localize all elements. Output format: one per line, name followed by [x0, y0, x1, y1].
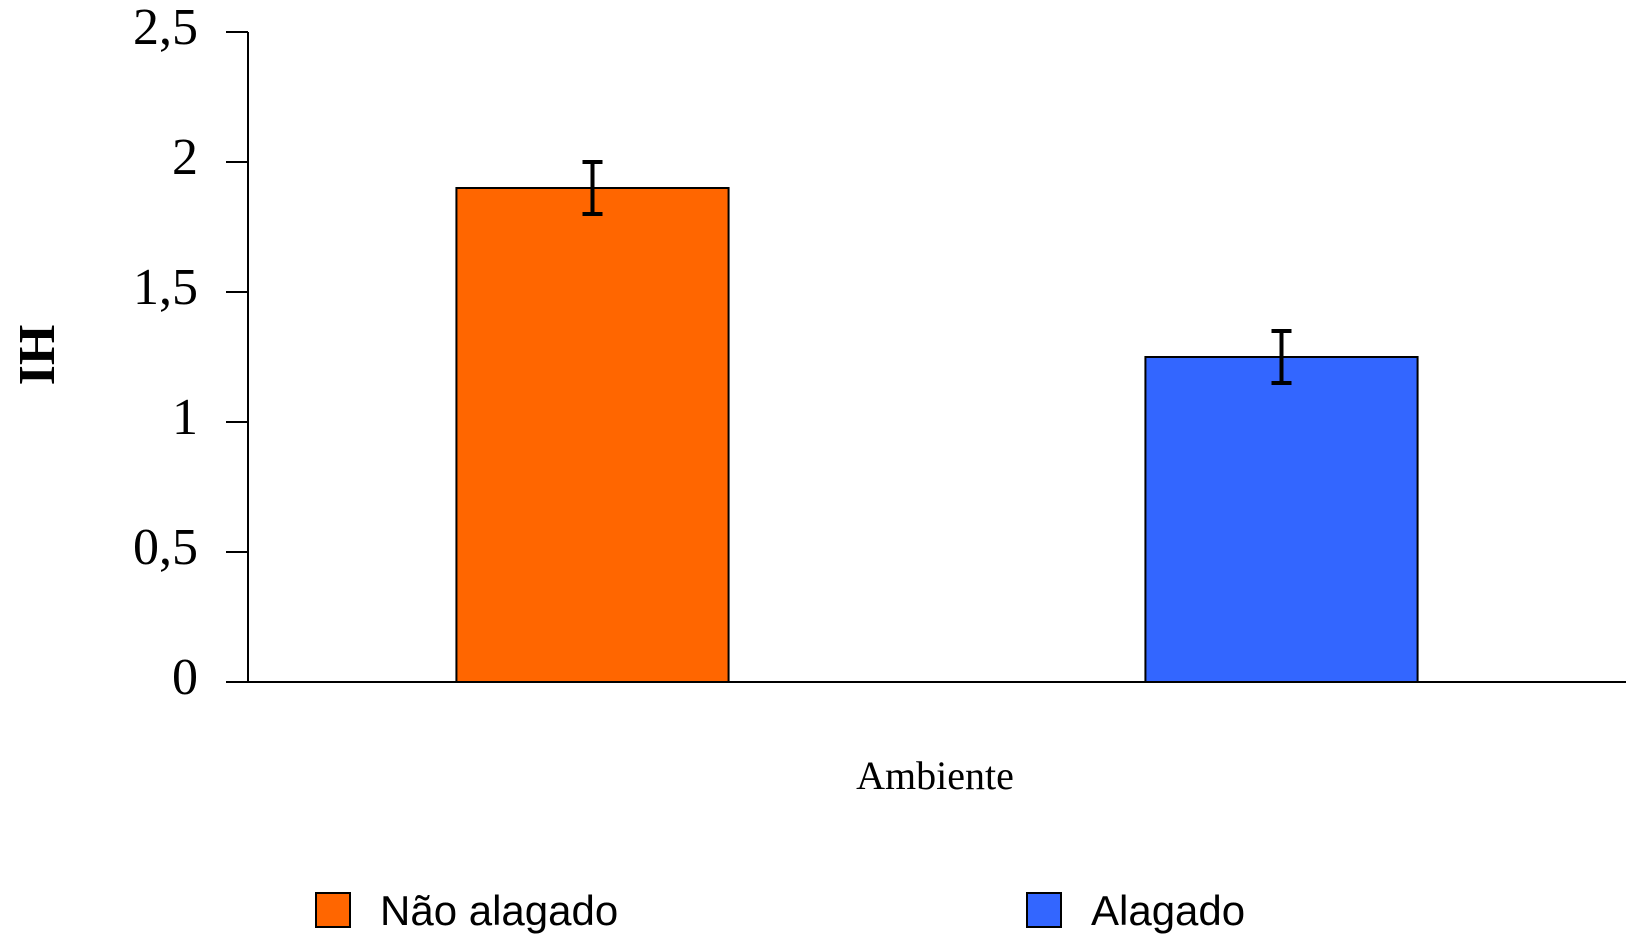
y-tick-label: 0 [172, 649, 198, 706]
legend-swatch [315, 892, 351, 928]
legend-label: Não alagado [380, 887, 618, 934]
y-tick-label: 2,5 [133, 0, 198, 56]
legend-swatch [1026, 892, 1062, 928]
legend-label: Alagado [1091, 887, 1245, 934]
x-axis-label: Ambiente [856, 753, 1014, 798]
bar [455, 187, 730, 683]
y-axis-label: IH [9, 325, 66, 386]
bar [1144, 356, 1419, 683]
y-tick-label: 1 [172, 389, 198, 446]
y-tick-label: 0,5 [133, 519, 198, 576]
y-tick-label: 2 [172, 129, 198, 186]
y-tick-label: 1,5 [133, 259, 198, 316]
